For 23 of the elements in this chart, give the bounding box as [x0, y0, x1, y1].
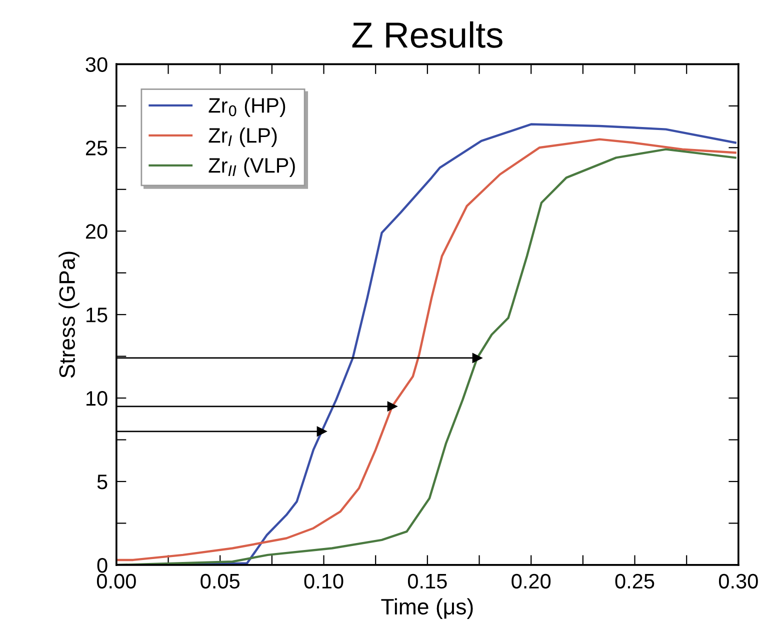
y-tick-label: 0 — [97, 558, 108, 573]
point — [472, 353, 482, 363]
y-tick-label: 20 — [86, 224, 108, 239]
x-tick-label: 0.00 — [96, 574, 136, 589]
point — [387, 402, 398, 412]
y-tick-label: 25 — [86, 140, 108, 156]
legend-label: Zr$_{I}$ (LP) — [208, 128, 277, 147]
x-tick-label: 0.20 — [512, 574, 551, 589]
x-tick-label: 0.15 — [408, 574, 447, 589]
x-tick-label: 0.30 — [718, 574, 758, 589]
x-tick-label: 0.25 — [615, 574, 654, 589]
y-tick-label: 15 — [86, 308, 108, 322]
y-tick-label: 30 — [86, 57, 108, 72]
legend-label: Zr$_{II}$ (VLP) — [208, 158, 295, 177]
x-tick-label: 0.10 — [304, 574, 344, 589]
y-axis-title: Stress (GPa) — [58, 252, 80, 378]
y-tick-label: 5 — [97, 474, 108, 490]
y-tick-label: 10 — [86, 391, 108, 406]
legend-label: Zr$_{0}$ (HP) — [208, 98, 286, 117]
x-axis-title: Time (μs) — [381, 598, 473, 619]
x-tick-label: 0.05 — [200, 574, 240, 589]
point — [316, 426, 327, 436]
chart-title: Z Results — [352, 21, 502, 48]
